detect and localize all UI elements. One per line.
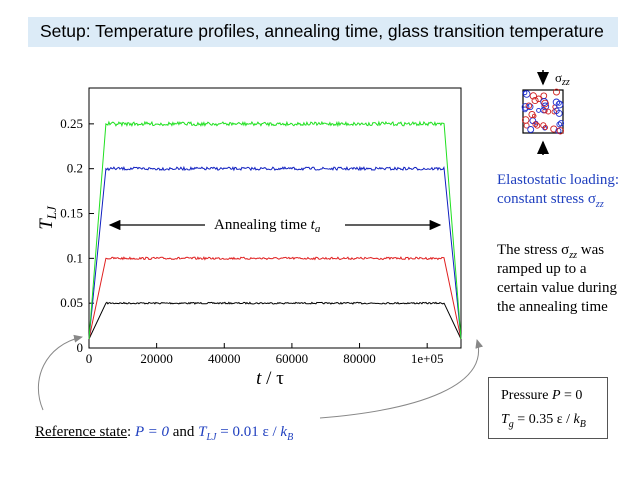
x-tick-label: 40000 xyxy=(208,351,241,366)
x-tick-label: 60000 xyxy=(276,351,309,366)
particle xyxy=(535,95,542,103)
ramp-line-2: ramped up to a xyxy=(497,261,587,277)
particle-cloud xyxy=(521,88,565,135)
particle xyxy=(541,99,549,108)
particle xyxy=(553,107,560,114)
x-axis-ticks: 0 20000 40000 60000 80000 1e+05 xyxy=(86,343,444,366)
ramp-line-4: the annealing time xyxy=(497,299,608,315)
series-line-1 xyxy=(88,256,462,340)
particle xyxy=(536,107,542,113)
particle xyxy=(532,121,539,128)
y-tick-label: 0.25 xyxy=(60,116,83,131)
particle xyxy=(527,126,535,133)
particle xyxy=(521,103,530,111)
particle xyxy=(542,108,548,114)
series-layer xyxy=(88,120,462,340)
y-tick-label: 0.2 xyxy=(67,161,83,176)
y-tick-label: 0 xyxy=(77,340,84,355)
annealing-annotation: Annealing time ta xyxy=(214,217,321,235)
title-bar: Setup: Temperature profiles, annealing t… xyxy=(28,17,618,47)
x-tick-label: 0 xyxy=(86,351,93,366)
stress-label: σzz xyxy=(555,70,570,88)
slide-title: Setup: Temperature profiles, annealing t… xyxy=(40,21,604,41)
tg-line: Tg = 0.35 ε / kB xyxy=(501,412,586,430)
series-line-3 xyxy=(88,120,462,340)
particle xyxy=(542,125,548,131)
reference-arrow-right xyxy=(319,339,484,419)
x-tick-label: 1e+05 xyxy=(411,351,444,366)
pressure-box: Pressure P = 0 Tg = 0.35 ε / kB xyxy=(488,377,608,439)
particle xyxy=(556,127,564,135)
particle xyxy=(542,124,549,131)
particle xyxy=(529,92,537,100)
particle xyxy=(553,88,560,96)
particle xyxy=(525,102,533,109)
ramp-line-1: The stress σzz was xyxy=(497,242,605,261)
particle xyxy=(556,121,563,128)
y-axis-label: TLJ xyxy=(36,205,59,230)
loading-line-2: constant stress σzz xyxy=(497,191,604,210)
series-line-2 xyxy=(88,165,462,340)
particle xyxy=(541,102,550,111)
particle xyxy=(526,103,534,111)
x-tick-label: 20000 xyxy=(140,351,173,366)
pressure-line: Pressure P = 0 xyxy=(501,388,583,403)
y-axis-ticks: 0 0.05 0.1 0.15 0.2 0.25 xyxy=(60,116,94,355)
x-tick-label: 80000 xyxy=(343,351,376,366)
particle xyxy=(522,90,528,96)
particle xyxy=(531,113,537,119)
x-axis-label: t / τ xyxy=(256,368,284,389)
particle xyxy=(552,98,561,106)
y-tick-label: 0.05 xyxy=(60,295,83,310)
reference-arrow-left xyxy=(37,334,83,411)
particle xyxy=(521,116,530,124)
reference-state-line: Reference state: P = 0 and TLJ = 0.01 ε … xyxy=(35,424,294,443)
loading-line-1: Elastostatic loading: xyxy=(497,172,620,188)
plot-frame xyxy=(88,87,462,349)
y-tick-label: 0.1 xyxy=(67,250,83,265)
y-tick-label: 0.15 xyxy=(60,206,83,221)
ramp-line-3: certain value during xyxy=(497,280,617,296)
particle xyxy=(531,96,539,105)
particle xyxy=(545,108,552,115)
particle xyxy=(534,122,541,129)
series-line-0 xyxy=(88,301,462,340)
